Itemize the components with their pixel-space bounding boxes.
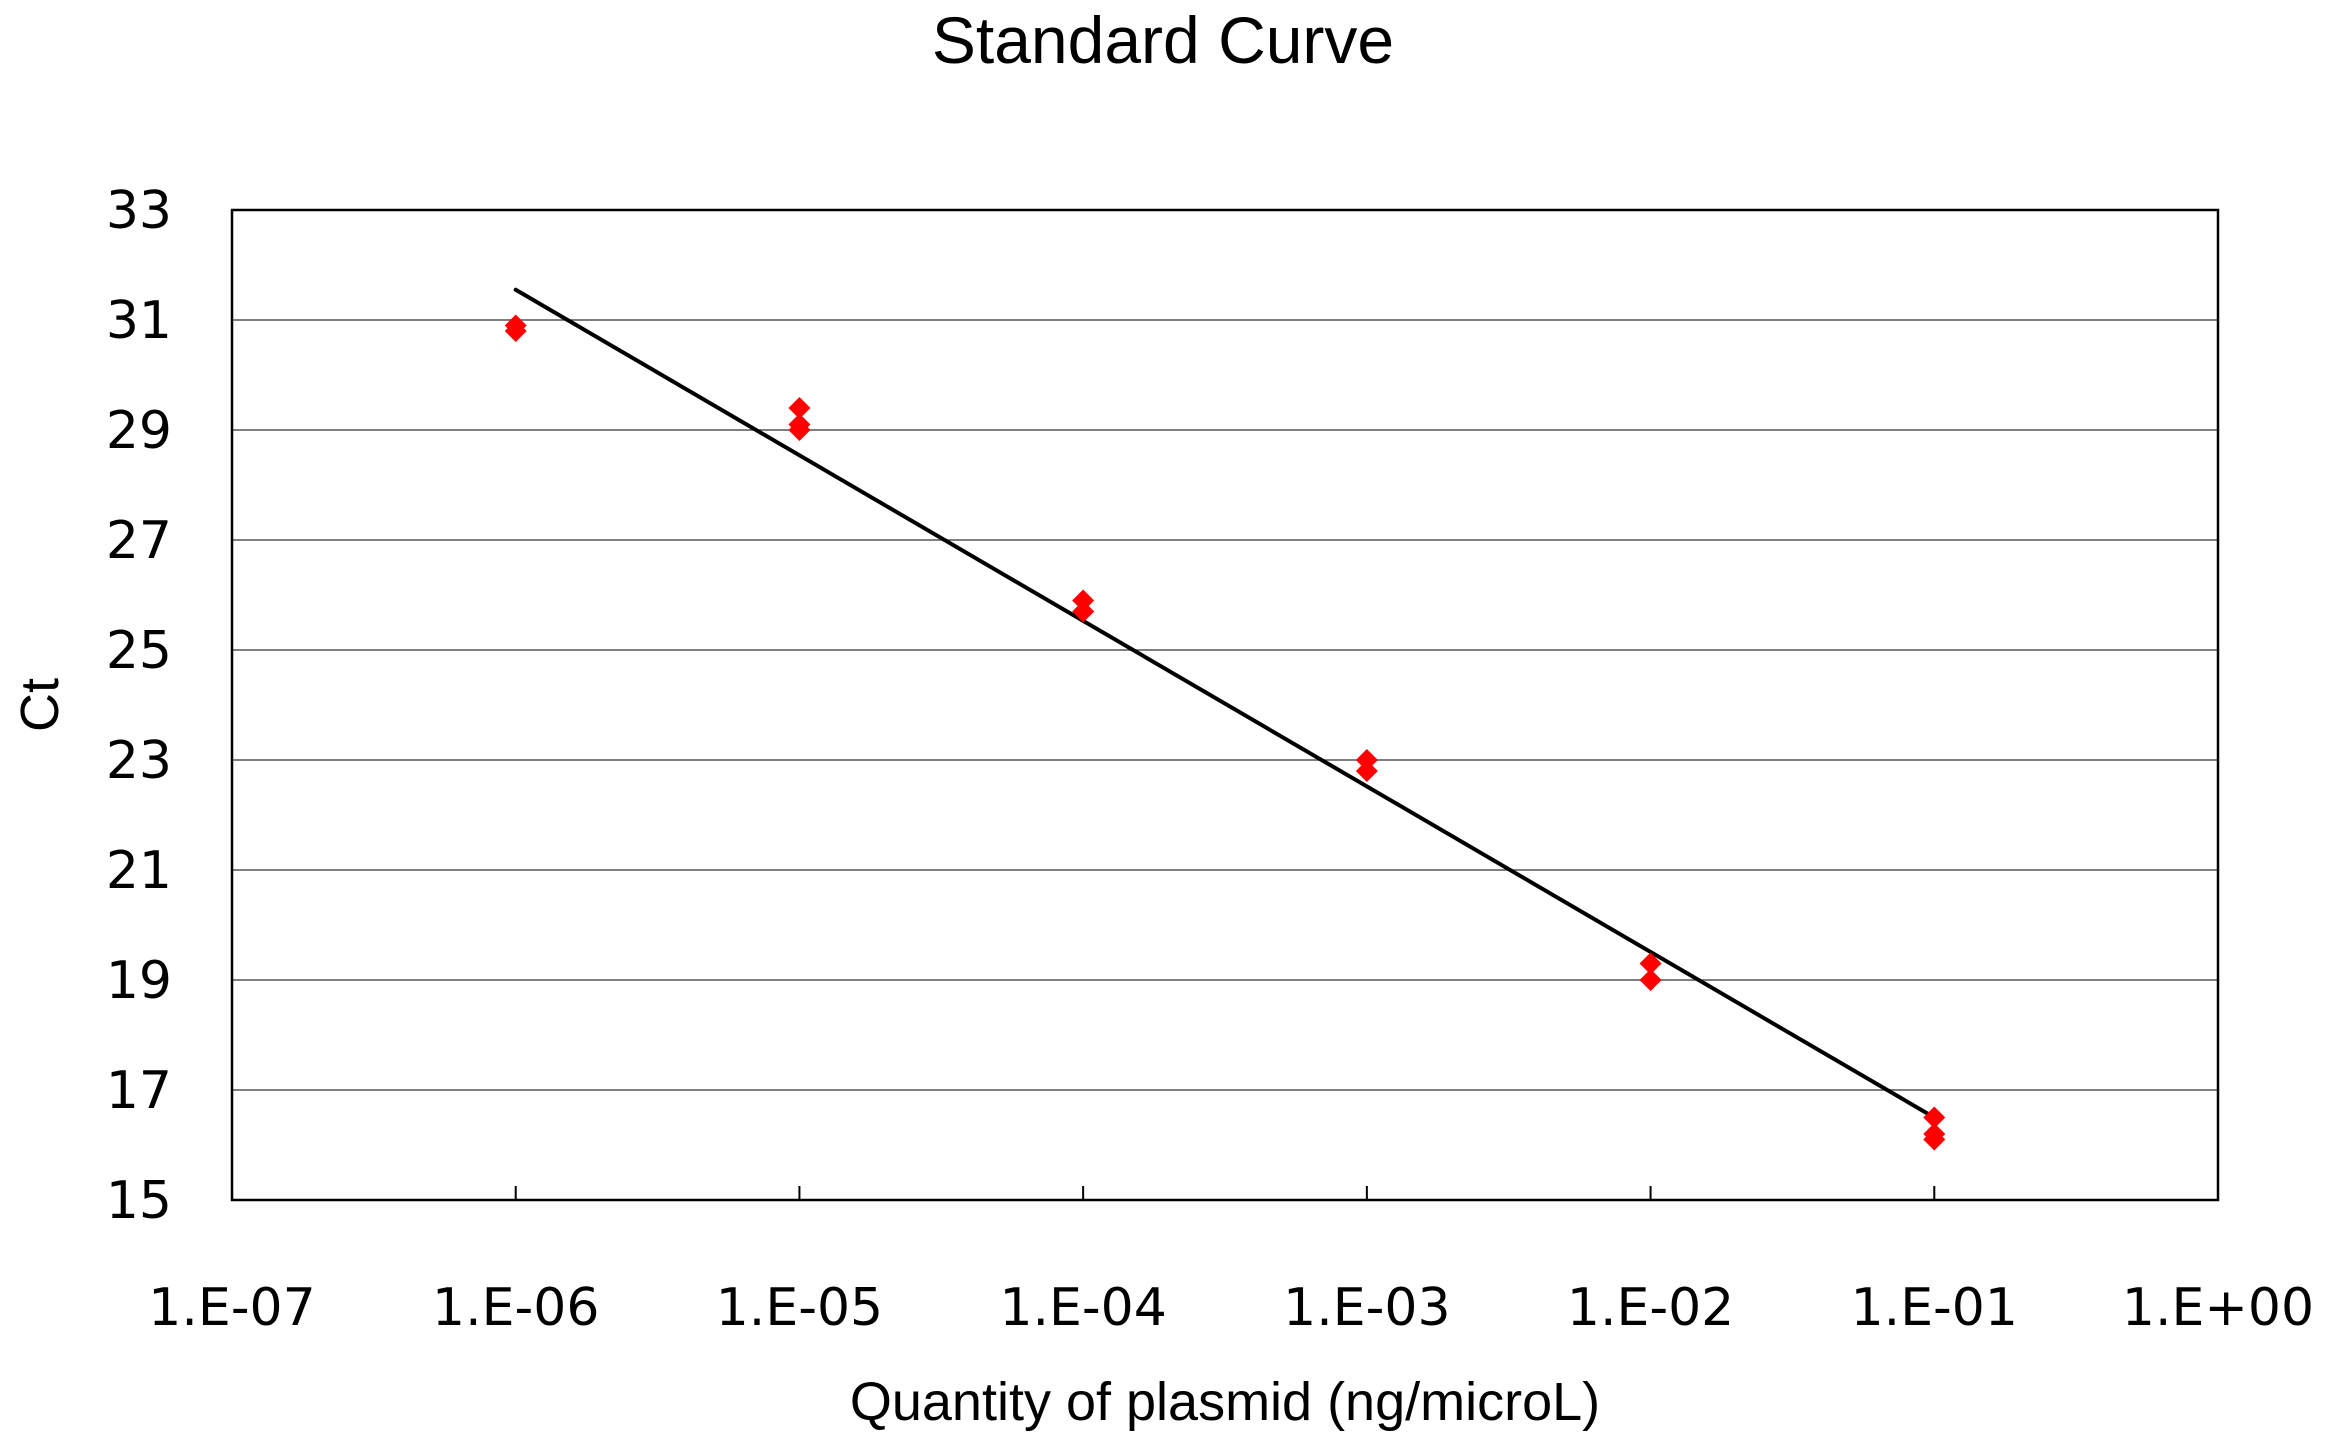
y-tick-label: 33 xyxy=(106,181,172,241)
y-tick-label: 23 xyxy=(106,731,172,791)
x-axis-tick-labels: 1.E-07 1.E-06 1.E-05 1.E-04 1.E-03 1.E-02 1.E-… xyxy=(148,1278,2314,1338)
data-point xyxy=(1923,1128,1946,1151)
data-points xyxy=(504,314,1946,1151)
data-point xyxy=(1072,600,1095,623)
data-point xyxy=(1639,952,1662,975)
x-tick-label: 1.E-02 xyxy=(1567,1278,1734,1338)
y-tick-label: 25 xyxy=(106,621,172,681)
data-point xyxy=(788,397,811,419)
y-axis-tick-labels: 15 17 19 21 23 25 27 29 31 33 xyxy=(106,181,172,1231)
y-tick-label: 17 xyxy=(106,1061,172,1121)
x-tick-label: 1.E-05 xyxy=(716,1278,883,1338)
chart-title: Standard Curve xyxy=(932,3,1394,77)
data-point xyxy=(504,320,527,342)
x-tick-label: 1.E-04 xyxy=(999,1278,1166,1338)
data-point xyxy=(788,419,811,441)
y-tick-label: 15 xyxy=(106,1171,172,1231)
x-tick-label: 1.E-03 xyxy=(1283,1278,1450,1338)
data-point xyxy=(1355,760,1378,782)
y-tick-label: 31 xyxy=(106,291,172,351)
x-tick-label: 1.E-01 xyxy=(1851,1278,2018,1338)
x-tick-label: 1.E-07 xyxy=(148,1278,315,1338)
y-tick-label: 27 xyxy=(106,511,172,571)
trend-line-group xyxy=(513,287,1937,1120)
trend-line xyxy=(513,287,1937,1120)
y-tick-label: 21 xyxy=(106,841,172,901)
x-tick-label: 1.E+00 xyxy=(2122,1278,2314,1338)
data-point xyxy=(1639,969,1662,991)
plot-area-border xyxy=(230,208,2220,1202)
y-tick-label: 19 xyxy=(106,951,172,1011)
y-axis-label: Ct xyxy=(10,678,70,732)
x-axis-ticks xyxy=(514,1186,1936,1200)
x-tick-label: 1.E-06 xyxy=(432,1278,599,1338)
data-point xyxy=(1923,1106,1946,1129)
y-tick-label: 29 xyxy=(106,401,172,461)
x-axis-label: Quantity of plasmid (ng/microL) xyxy=(850,1372,1600,1432)
horizontal-gridlines xyxy=(232,319,2218,1091)
